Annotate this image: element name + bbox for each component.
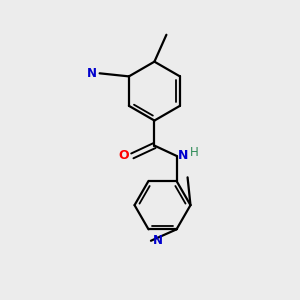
Text: O: O <box>118 149 129 162</box>
Text: N: N <box>87 67 97 80</box>
Text: H: H <box>190 146 199 159</box>
Text: N: N <box>153 234 163 247</box>
Text: N: N <box>178 149 188 162</box>
